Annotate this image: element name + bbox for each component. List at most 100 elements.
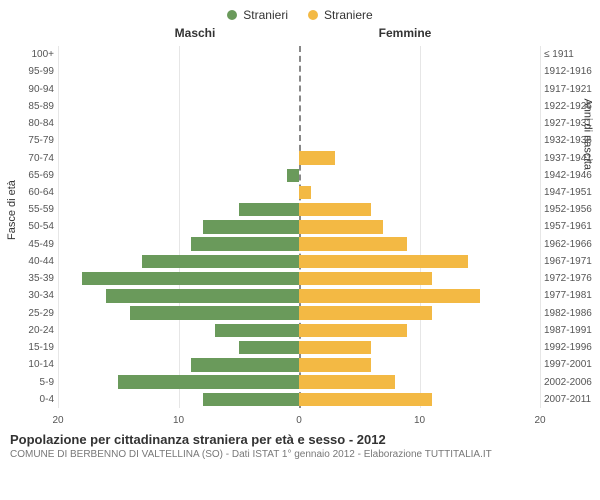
bar-half-female [299,201,540,218]
x-tick-label: 20 [52,415,63,426]
birth-label: 1952-1956 [544,204,600,215]
bar-half-male [58,98,299,115]
bar-male [191,358,299,371]
age-label: 10-14 [12,359,54,370]
age-row: 100+≤ 1911 [58,46,540,63]
footer: Popolazione per cittadinanza straniera p… [0,426,600,460]
age-label: 55-59 [12,204,54,215]
bar-half-female [299,80,540,97]
bar-half-female [299,287,540,304]
bar-half-male [58,46,299,63]
birth-label: 1962-1966 [544,239,600,250]
age-label: 40-44 [12,256,54,267]
bar-female [299,358,371,371]
age-label: 25-29 [12,308,54,319]
bar-half-female [299,322,540,339]
header-male: Maschi [90,26,300,40]
age-row: 55-591952-1956 [58,201,540,218]
bar-half-female [299,236,540,253]
age-row: 10-141997-2001 [58,356,540,373]
age-row: 35-391972-1976 [58,270,540,287]
x-tick-label: 20 [534,415,545,426]
bar-female [299,203,371,216]
bar-half-female [299,253,540,270]
bar-half-female [299,218,540,235]
birth-label: 1967-1971 [544,256,600,267]
age-label: 95-99 [12,66,54,77]
bar-female [299,306,432,319]
bar-half-male [58,339,299,356]
bar-male [191,237,299,250]
bar-half-female [299,149,540,166]
birth-label: 1987-1991 [544,325,600,336]
birth-label: 1927-1931 [544,118,600,129]
age-row: 5-92002-2006 [58,373,540,390]
header-female: Femmine [300,26,510,40]
bar-female [299,237,407,250]
x-axis: 201001020 [58,408,540,426]
birth-label: 1942-1946 [544,170,600,181]
bar-half-female [299,356,540,373]
age-label: 0-4 [12,394,54,405]
bar-half-male [58,391,299,408]
age-row: 90-941917-1921 [58,80,540,97]
age-row: 45-491962-1966 [58,236,540,253]
age-label: 45-49 [12,239,54,250]
bar-half-female [299,98,540,115]
bar-male [215,324,299,337]
birth-label: 1982-1986 [544,308,600,319]
legend-label-female: Straniere [324,8,373,22]
bar-half-male [58,201,299,218]
birth-label: 2002-2006 [544,377,600,388]
bar-half-female [299,184,540,201]
bar-female [299,289,480,302]
age-label: 20-24 [12,325,54,336]
age-row: 50-541957-1961 [58,218,540,235]
bar-half-male [58,149,299,166]
chart-title: Popolazione per cittadinanza straniera p… [10,432,590,447]
age-row: 60-641947-1951 [58,184,540,201]
age-row: 75-791932-1936 [58,132,540,149]
birth-label: 1912-1916 [544,66,600,77]
bar-male [82,272,299,285]
bar-female [299,393,432,406]
bar-half-male [58,115,299,132]
bar-half-female [299,167,540,184]
bar-half-female [299,305,540,322]
legend: Stranieri Straniere [0,0,600,26]
bar-half-male [58,322,299,339]
bar-female [299,341,371,354]
bar-half-male [58,236,299,253]
chart-area: 100+≤ 191195-991912-191690-941917-192185… [58,46,540,426]
age-label: 15-19 [12,342,54,353]
age-row: 15-191992-1996 [58,339,540,356]
age-row: 0-42007-2011 [58,391,540,408]
bar-female [299,272,432,285]
legend-dot-male [227,10,237,20]
birth-label: 1972-1976 [544,273,600,284]
age-row: 80-841927-1931 [58,115,540,132]
bar-half-male [58,218,299,235]
bar-male [106,289,299,302]
age-row: 70-741937-1941 [58,149,540,166]
chart-subtitle: COMUNE DI BERBENNO DI VALTELLINA (SO) - … [10,449,590,460]
bar-half-male [58,63,299,80]
bar-half-male [58,270,299,287]
legend-label-male: Stranieri [243,8,288,22]
bar-half-female [299,391,540,408]
age-row: 65-691942-1946 [58,167,540,184]
bar-female [299,324,407,337]
bar-half-female [299,115,540,132]
birth-label: 1932-1936 [544,135,600,146]
bar-half-male [58,287,299,304]
bar-male [239,341,299,354]
bar-half-female [299,46,540,63]
age-label: 100+ [12,49,54,60]
bar-half-female [299,132,540,149]
bar-male [203,220,299,233]
bar-male [142,255,299,268]
chart-container: Stranieri Straniere Maschi Femmine Fasce… [0,0,600,500]
bar-half-male [58,80,299,97]
bar-half-female [299,63,540,80]
bar-half-male [58,167,299,184]
